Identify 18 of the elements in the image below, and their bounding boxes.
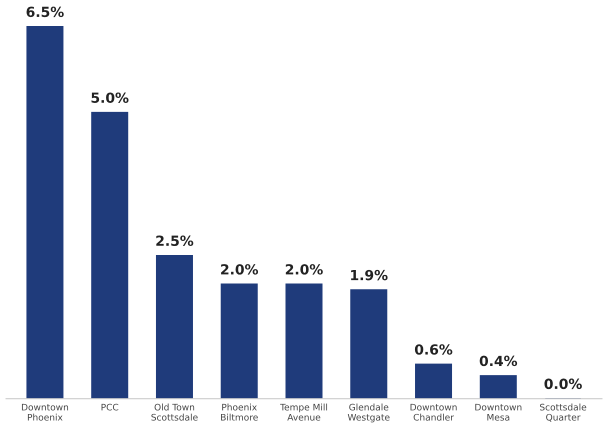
data-label: 0.4% — [480, 356, 518, 366]
data-label: 6.5% — [26, 6, 64, 18]
data-label: 2.0% — [286, 264, 323, 275]
data-label: 2.5% — [156, 236, 194, 246]
x-tick-label: Tempe Mill Avenue — [280, 404, 328, 421]
data-label: 0.6% — [414, 344, 452, 355]
data-label: 0.0% — [544, 378, 582, 390]
data-label: 5.0% — [92, 92, 129, 103]
x-tick-label: Phoenix Biltmore — [221, 404, 258, 421]
data-label: 2.0% — [221, 264, 258, 275]
x-tick-label: Downtown Phoenix — [22, 404, 68, 421]
x-tick-label: Downtown Mesa — [475, 404, 522, 421]
x-tick-label: Old Town Scottsdale — [151, 404, 198, 421]
x-tick-label: Scottsdale Quarter — [540, 404, 586, 422]
x-tick-label: Downtown Chandler — [410, 404, 457, 421]
data-label: 1.9% — [351, 270, 388, 280]
x-tick-label: PCC — [102, 404, 118, 411]
x-tick-label: Glendale Westgate — [348, 404, 390, 422]
